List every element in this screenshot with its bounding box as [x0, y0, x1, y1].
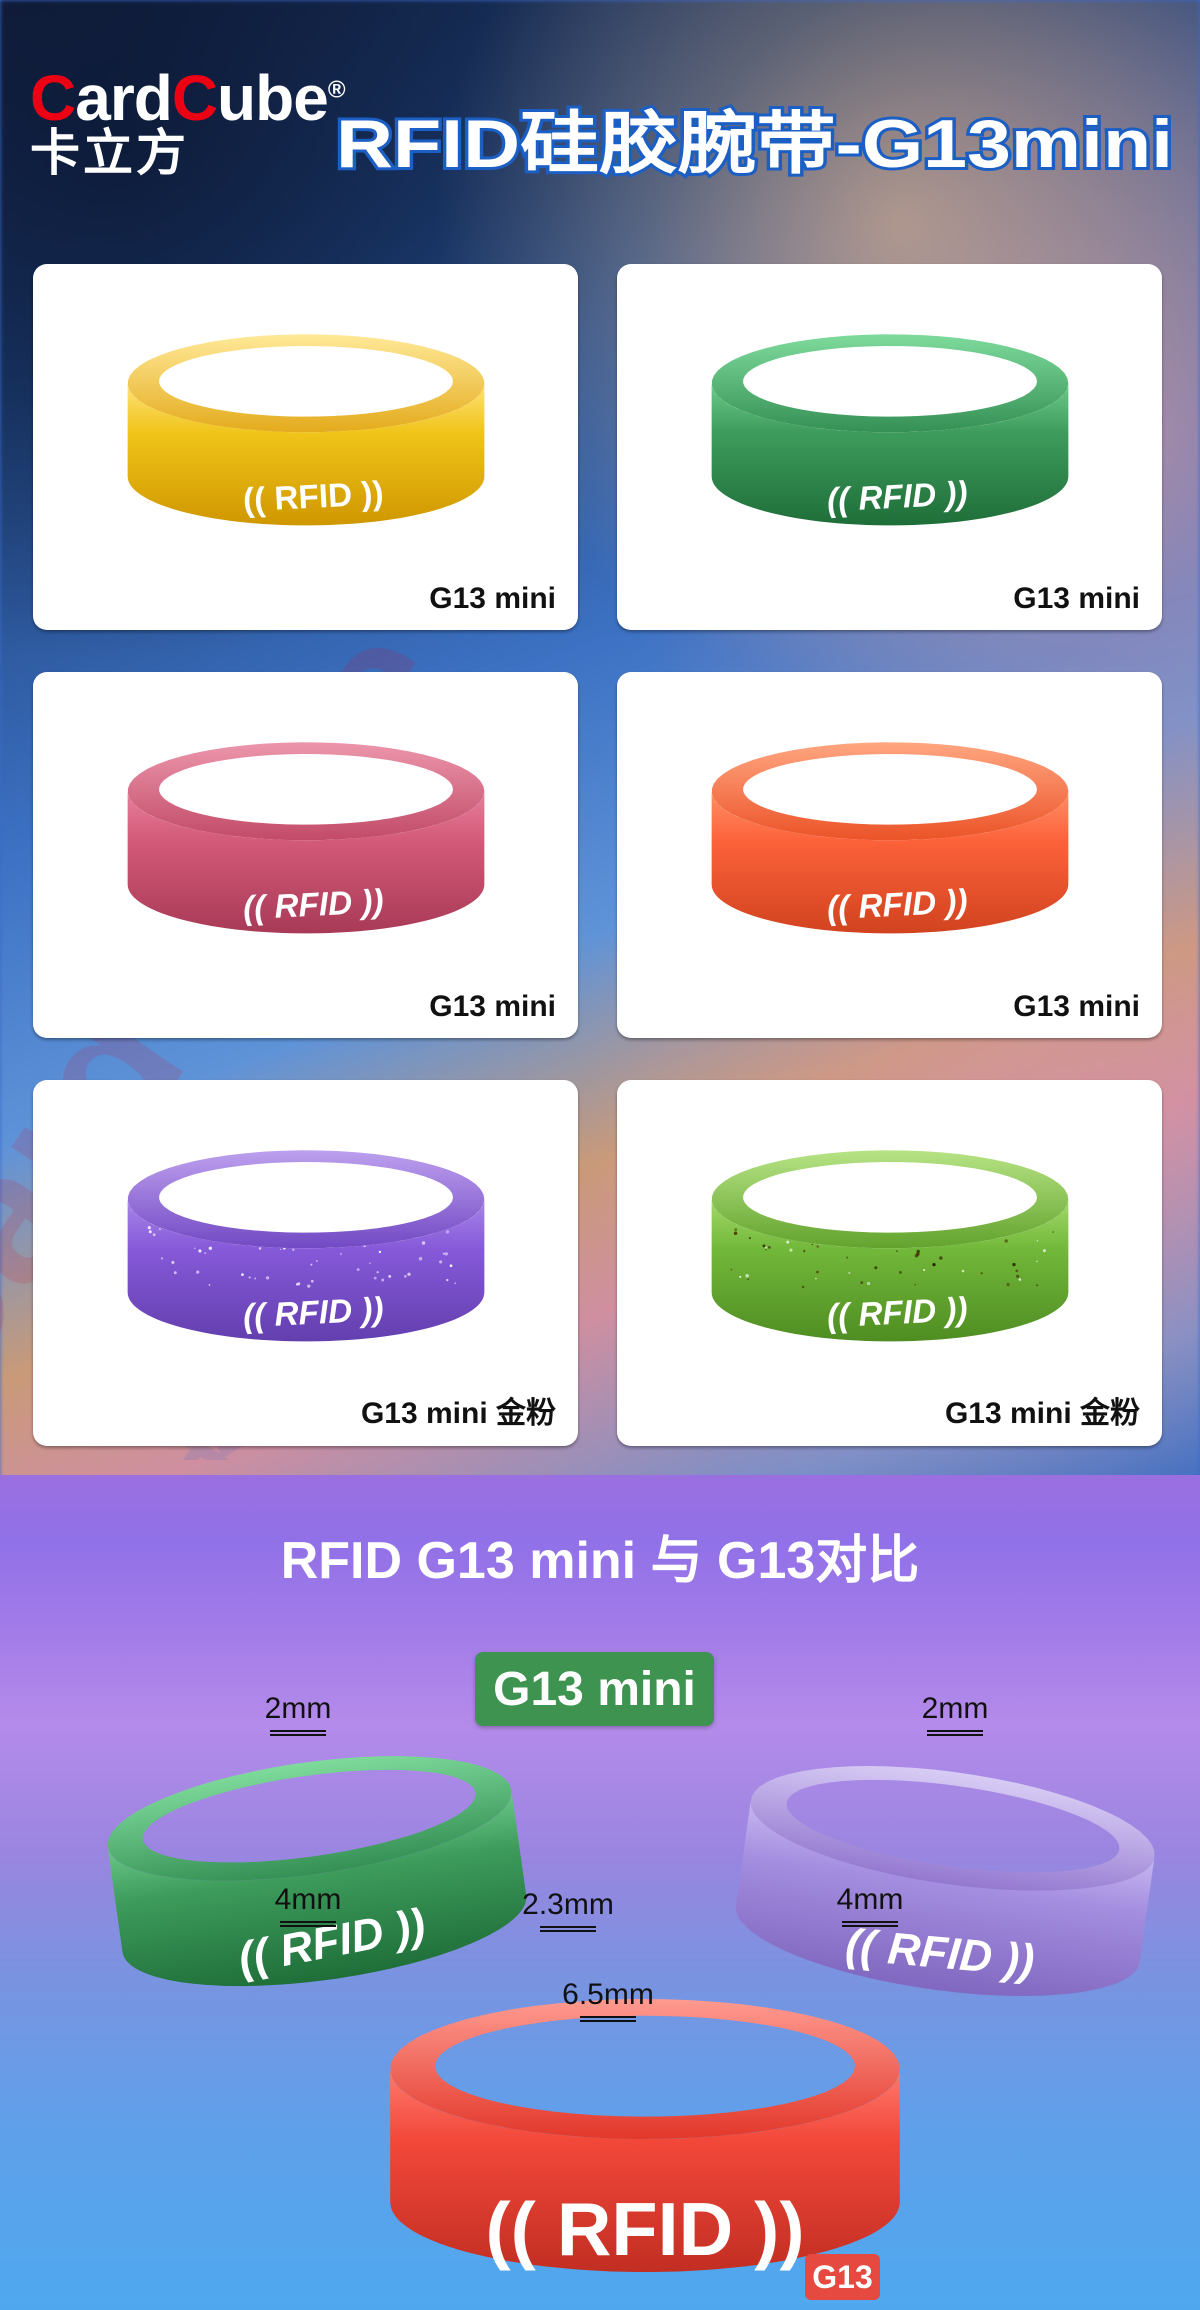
svg-text:(( RFID )): (( RFID )): [826, 475, 968, 519]
svg-text:(( RFID )): (( RFID )): [826, 1291, 968, 1335]
svg-text:(( RFID )): (( RFID )): [242, 475, 384, 519]
svg-text:(( RFID )): (( RFID )): [242, 883, 384, 927]
svg-text:(( RFID )): (( RFID )): [242, 1291, 384, 1335]
svg-text:(( RFID )): (( RFID )): [826, 883, 968, 927]
svg-text:(( RFID )): (( RFID )): [485, 2188, 804, 2272]
